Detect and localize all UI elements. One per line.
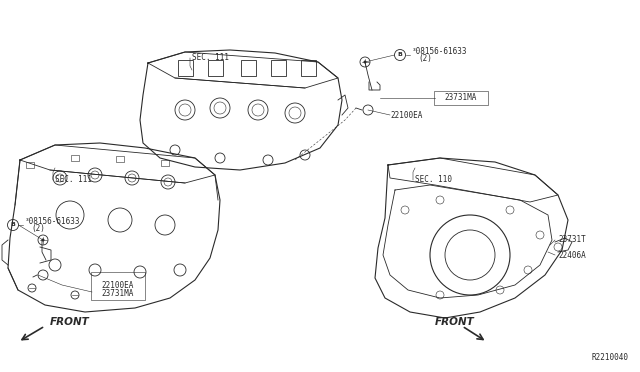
Text: B: B: [397, 52, 403, 58]
Bar: [161, 160, 169, 166]
Circle shape: [364, 61, 367, 64]
Text: B: B: [11, 222, 15, 228]
Text: FRONT: FRONT: [435, 317, 475, 327]
Bar: [26, 162, 34, 168]
Text: R2210040: R2210040: [591, 353, 628, 362]
Text: ³08156-61633: ³08156-61633: [412, 46, 467, 55]
Text: SEC. 111: SEC. 111: [55, 176, 92, 185]
Text: (2): (2): [418, 55, 432, 64]
Text: (2): (2): [31, 224, 45, 234]
Bar: [116, 156, 124, 162]
Text: SEC. 110: SEC. 110: [415, 176, 452, 185]
Text: 22100EA: 22100EA: [102, 282, 134, 291]
Text: 23731MA: 23731MA: [102, 289, 134, 298]
Text: FRONT: FRONT: [50, 317, 90, 327]
Text: SEC. 111: SEC. 111: [192, 54, 229, 62]
Text: 22406A: 22406A: [558, 250, 586, 260]
Text: 23731MA: 23731MA: [445, 93, 477, 103]
Text: ³08156-61633: ³08156-61633: [25, 217, 81, 225]
Text: 23731T: 23731T: [558, 235, 586, 244]
Circle shape: [42, 238, 45, 241]
Text: 22100EA: 22100EA: [390, 110, 422, 119]
Bar: [71, 155, 79, 161]
